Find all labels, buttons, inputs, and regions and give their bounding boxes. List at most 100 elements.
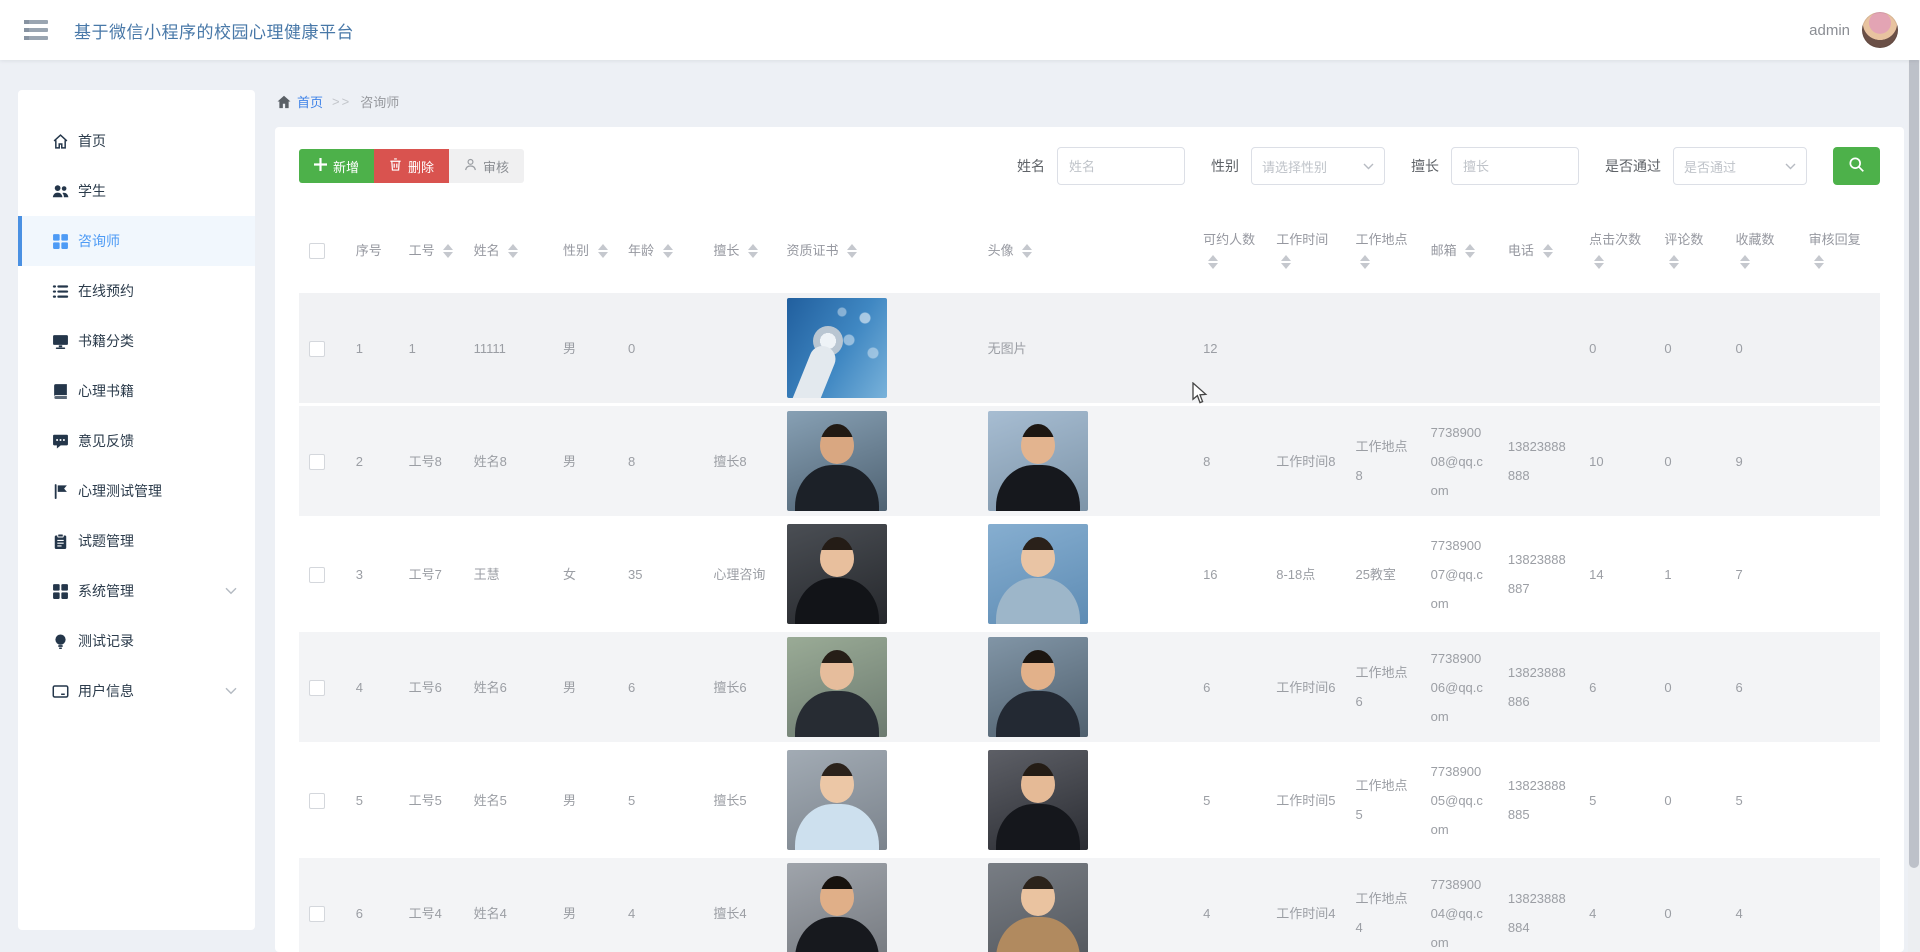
sort-caret[interactable] bbox=[662, 244, 673, 259]
sort-caret[interactable] bbox=[1669, 254, 1680, 269]
cell-favorites: 5 bbox=[1735, 792, 1743, 808]
sidebar-item-9[interactable]: 系统管理 bbox=[18, 566, 255, 616]
sidebar-item-label: 书籍分类 bbox=[78, 333, 134, 349]
sidebar-item-1[interactable]: 学生 bbox=[18, 166, 255, 216]
cell-avatar bbox=[978, 405, 1193, 518]
sidebar-item-11[interactable]: 用户信息 bbox=[18, 666, 255, 716]
cell-check bbox=[299, 518, 346, 631]
cell-seq: 1 bbox=[355, 340, 363, 356]
cell-job_no: 工号6 bbox=[408, 679, 442, 695]
page-scrollbar bbox=[1908, 0, 1920, 952]
column-header-clicks[interactable]: 点击次数 bbox=[1579, 207, 1654, 293]
sidebar-item-3[interactable]: 在线预约 bbox=[18, 266, 255, 316]
add-button[interactable]: 新增 bbox=[299, 149, 375, 183]
sort-caret[interactable] bbox=[1542, 244, 1553, 259]
audit-button[interactable]: 审核 bbox=[449, 149, 525, 183]
sort-caret[interactable] bbox=[508, 244, 519, 259]
cell-favorites: 9 bbox=[1735, 453, 1743, 469]
column-header-avatar[interactable]: 头像 bbox=[978, 207, 1193, 293]
row-checkbox[interactable] bbox=[309, 341, 325, 358]
sidebar-item-8[interactable]: 试题管理 bbox=[18, 516, 255, 566]
sort-caret[interactable] bbox=[1465, 244, 1476, 259]
sort-caret[interactable] bbox=[1360, 254, 1371, 269]
search-button[interactable] bbox=[1833, 147, 1880, 185]
column-header-name[interactable]: 姓名 bbox=[464, 207, 553, 293]
row-checkbox[interactable] bbox=[309, 567, 325, 584]
cell-comments: 0 bbox=[1664, 905, 1672, 921]
column-header-favorites[interactable]: 收藏数 bbox=[1725, 207, 1798, 293]
certificate-photo bbox=[786, 411, 887, 511]
sidebar-item-label: 意见反馈 bbox=[78, 433, 134, 449]
column-header-seq: 序号 bbox=[355, 242, 382, 258]
cell-phone: 13823888888 bbox=[1507, 439, 1566, 483]
sort-caret[interactable] bbox=[1594, 254, 1605, 269]
cell-phone: 13823888887 bbox=[1507, 552, 1566, 596]
cell-clicks: 14 bbox=[1589, 566, 1604, 582]
certificate-photo bbox=[786, 637, 887, 737]
cell-email bbox=[1421, 293, 1498, 405]
cell-audit_reply bbox=[1799, 857, 1880, 952]
column-header-phone[interactable]: 电话 bbox=[1498, 207, 1579, 293]
admin-username[interactable]: admin bbox=[1809, 21, 1850, 39]
sidebar-item-10[interactable]: 测试记录 bbox=[18, 616, 255, 666]
sidebar-item-0[interactable]: 首页 bbox=[18, 116, 255, 166]
row-checkbox[interactable] bbox=[309, 793, 325, 810]
sort-caret[interactable] bbox=[1813, 254, 1824, 269]
sort-caret[interactable] bbox=[847, 244, 858, 259]
user-avatar[interactable] bbox=[1862, 12, 1898, 48]
sort-caret[interactable] bbox=[443, 244, 454, 259]
sort-caret[interactable] bbox=[597, 244, 608, 259]
sidebar-item-2[interactable]: 咨询师 bbox=[18, 216, 255, 266]
gender-filter-select[interactable]: 请选择性别 bbox=[1251, 147, 1385, 185]
column-header-bookable[interactable]: 可约人数 bbox=[1193, 207, 1266, 293]
pass-filter-select[interactable]: 是否通过 bbox=[1673, 147, 1807, 185]
sort-caret[interactable] bbox=[1740, 254, 1751, 269]
cell-gender: 女 bbox=[562, 566, 576, 582]
cell-seq: 2 bbox=[355, 453, 363, 469]
breadcrumb-home-link[interactable]: 首页 bbox=[297, 95, 324, 110]
cell-audit_reply bbox=[1799, 293, 1880, 405]
sidebar-item-6[interactable]: 意见反馈 bbox=[18, 416, 255, 466]
sidebar-item-5[interactable]: 心理书籍 bbox=[18, 366, 255, 416]
sort-caret[interactable] bbox=[1281, 254, 1292, 269]
column-header-age[interactable]: 年龄 bbox=[618, 207, 703, 293]
column-header-specialty[interactable]: 擅长 bbox=[703, 207, 776, 293]
sort-caret[interactable] bbox=[747, 244, 758, 259]
column-header-email[interactable]: 邮箱 bbox=[1421, 207, 1498, 293]
column-header-audit_reply[interactable]: 审核回复 bbox=[1799, 207, 1880, 293]
cell-avatar bbox=[978, 744, 1193, 857]
sort-caret[interactable] bbox=[1208, 254, 1219, 269]
column-header-comments[interactable]: 评论数 bbox=[1654, 207, 1725, 293]
specialty-filter-input[interactable] bbox=[1451, 147, 1579, 185]
cell-avatar bbox=[978, 631, 1193, 744]
cell-work_place: 工作地点5 bbox=[1355, 778, 1408, 822]
cell-audit_reply bbox=[1799, 405, 1880, 518]
cell-name: 姓名5 bbox=[473, 792, 507, 808]
row-checkbox[interactable] bbox=[309, 906, 325, 923]
row-checkbox[interactable] bbox=[309, 680, 325, 697]
cell-age: 0 bbox=[628, 340, 636, 356]
sort-caret[interactable] bbox=[1022, 244, 1033, 259]
row-checkbox[interactable] bbox=[309, 454, 325, 471]
column-header-cert[interactable]: 资质证书 bbox=[777, 207, 978, 293]
column-header-work_time[interactable]: 工作时间 bbox=[1266, 207, 1345, 293]
column-header-job_no[interactable]: 工号 bbox=[399, 207, 464, 293]
column-header-gender[interactable]: 性别 bbox=[553, 207, 618, 293]
name-filter-input[interactable] bbox=[1057, 147, 1185, 185]
scrollbar-thumb[interactable] bbox=[1909, 56, 1919, 868]
select-all-checkbox[interactable] bbox=[309, 243, 325, 260]
cell-favorites: 7 bbox=[1735, 566, 1743, 582]
hamburger-icon[interactable] bbox=[24, 20, 48, 40]
app-title: 基于微信小程序的校园心理健康平台 bbox=[74, 22, 354, 42]
delete-button[interactable]: 删除 bbox=[374, 149, 450, 183]
grid-icon bbox=[52, 233, 69, 250]
column-header-work_place[interactable]: 工作地点 bbox=[1345, 207, 1420, 293]
cell-phone: 13823888884 bbox=[1507, 891, 1566, 935]
sidebar-item-4[interactable]: 书籍分类 bbox=[18, 316, 255, 366]
cell-specialty: 擅长4 bbox=[713, 905, 747, 921]
cell-work_time: 8-18点 bbox=[1276, 566, 1316, 582]
cell-phone bbox=[1498, 293, 1579, 405]
cell-work_place: 工作地点8 bbox=[1355, 439, 1408, 483]
cell-work_place: 25教室 bbox=[1355, 566, 1396, 582]
sidebar-item-7[interactable]: 心理测试管理 bbox=[18, 466, 255, 516]
